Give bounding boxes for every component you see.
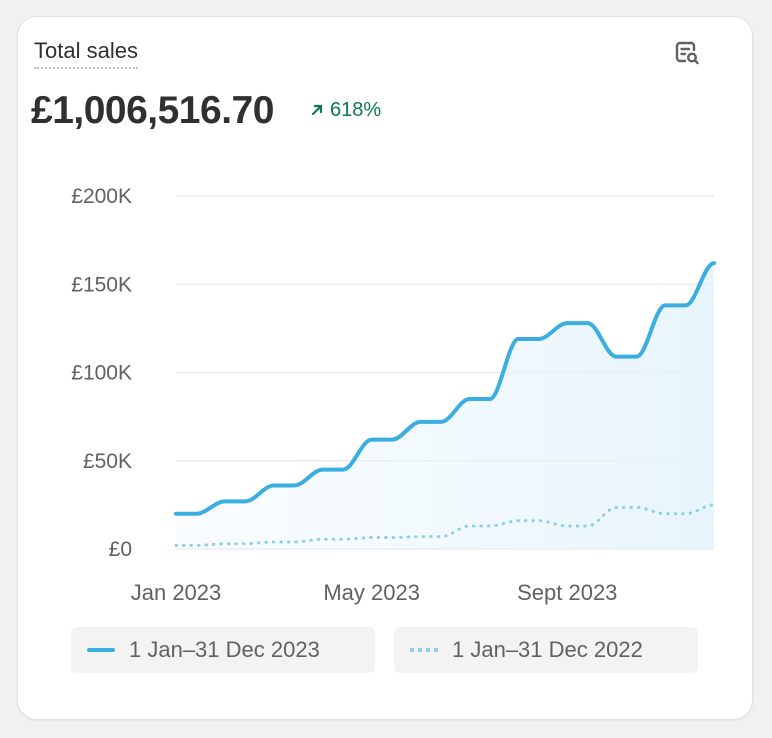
total-sales-value: £1,006,516.70 — [31, 89, 274, 132]
y-tick-label: £100K — [71, 362, 132, 385]
legend-item-2023[interactable]: 1 Jan–31 Dec 2023 — [71, 627, 375, 673]
y-axis: £0 £50K £100K £150K £200K — [71, 185, 132, 561]
x-tick-label: May 2023 — [323, 580, 420, 605]
arrow-up-right-icon — [311, 104, 323, 116]
series-line-1 — [174, 503, 716, 547]
y-tick-label: £0 — [109, 538, 132, 561]
series-area-0 — [176, 263, 714, 549]
legend-label-2022: 1 Jan–31 Dec 2022 — [452, 637, 643, 662]
report-search-icon — [675, 41, 699, 65]
x-tick-label: Sept 2023 — [517, 580, 617, 605]
report-search-button[interactable] — [671, 37, 703, 69]
legend-item-2022[interactable]: 1 Jan–31 Dec 2022 — [394, 627, 698, 673]
series-line-0 — [174, 261, 716, 516]
sales-line-chart: £0 £50K £100K £150K £200K Jan 2023 May 2023 Se… — [71, 185, 716, 605]
y-tick-label: £150K — [71, 273, 132, 296]
change-percent: 618% — [330, 99, 382, 121]
legend-swatch-solid — [87, 648, 115, 652]
x-tick-label: Jan 2023 — [131, 580, 222, 605]
series-lines — [174, 261, 716, 547]
legend-label-2023: 1 Jan–31 Dec 2023 — [129, 637, 320, 662]
change-indicator: 618% — [310, 98, 381, 122]
area-fill — [176, 263, 714, 549]
y-tick-label: £50K — [83, 450, 132, 473]
x-axis: Jan 2023 May 2023 Sept 2023 — [131, 580, 618, 605]
y-tick-label: £200K — [71, 185, 132, 208]
legend-swatch-dotted — [410, 648, 438, 652]
card-title[interactable]: Total sales — [34, 38, 138, 69]
